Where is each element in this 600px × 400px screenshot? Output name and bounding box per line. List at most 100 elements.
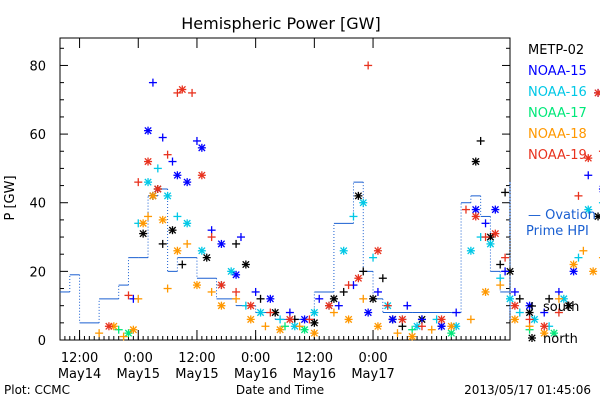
north-point	[486, 239, 495, 248]
plot-credit: Plot: CCMC	[4, 383, 70, 397]
south-key-label: south	[543, 300, 579, 315]
south-point	[510, 287, 519, 296]
north-point	[148, 191, 157, 200]
north-point	[447, 322, 456, 331]
south-point	[373, 287, 382, 296]
north-point	[153, 185, 162, 193]
north-point	[559, 294, 568, 303]
series-noaa-15	[129, 78, 600, 331]
x-tick-date: May16	[234, 367, 277, 382]
south-point	[540, 308, 549, 317]
south-point	[144, 212, 153, 221]
south-point	[349, 212, 358, 221]
north-point	[173, 171, 182, 180]
south-point	[114, 325, 123, 334]
north-point	[329, 294, 338, 303]
x-tick-label: 0:00	[124, 351, 153, 366]
south-point	[207, 233, 216, 242]
north-point	[437, 315, 446, 324]
north-point	[413, 322, 422, 331]
north-point	[589, 267, 598, 276]
y-tick-label: 80	[29, 59, 46, 74]
south-point	[163, 150, 172, 159]
south-point	[178, 260, 187, 269]
south-point	[515, 308, 524, 317]
north-point	[192, 281, 201, 290]
south-point	[496, 281, 505, 290]
north-point	[202, 253, 211, 262]
data-points	[95, 61, 600, 341]
chart-title: Hemispheric Power [GW]	[181, 14, 380, 33]
south-point	[158, 239, 167, 248]
south-point	[574, 191, 583, 200]
north-point	[310, 308, 319, 317]
north-point	[359, 198, 368, 207]
south-point	[256, 294, 265, 303]
north-point	[246, 315, 255, 324]
legend-item: NOAA-15	[528, 64, 587, 79]
north-point	[183, 178, 192, 187]
north-point	[471, 205, 480, 214]
south-point	[515, 294, 524, 303]
north-point	[285, 315, 294, 324]
marker-key: south north	[528, 300, 579, 347]
south-marker-key	[528, 302, 536, 310]
y-tick-label: 60	[29, 128, 46, 143]
north-point	[510, 301, 519, 310]
north-point	[144, 126, 153, 135]
south-point	[496, 274, 505, 283]
south-point	[315, 294, 324, 303]
north-point	[217, 239, 226, 248]
legend-item: NOAA-18	[528, 127, 587, 142]
north-point	[491, 205, 500, 214]
north-point	[569, 267, 578, 276]
south-point	[192, 136, 201, 145]
north-point	[256, 308, 265, 317]
north-point	[173, 246, 182, 255]
x-tick-date: May17	[351, 367, 394, 382]
x-tick-date: May15	[117, 367, 160, 382]
north-point	[354, 191, 363, 200]
south-point	[501, 188, 510, 197]
south-point	[481, 233, 490, 242]
south-point	[158, 133, 167, 142]
north-point	[300, 315, 309, 324]
series-noaa-17	[114, 322, 559, 338]
south-point	[163, 284, 172, 293]
x-tick-label: 0:00	[241, 351, 270, 366]
south-point	[403, 301, 412, 310]
south-point	[364, 61, 373, 70]
legend-item: METP-02	[528, 43, 584, 58]
north-point	[266, 294, 275, 303]
south-point	[207, 226, 216, 235]
south-point	[188, 88, 197, 97]
x-axis-title: Date and Time	[236, 383, 324, 397]
south-point	[383, 301, 392, 310]
plot-frame	[59, 37, 511, 341]
south-point	[281, 322, 289, 331]
north-point	[373, 322, 382, 331]
south-point	[251, 287, 260, 296]
south-point	[124, 291, 133, 300]
legend-item: NOAA-19	[528, 148, 587, 163]
north-point	[344, 315, 353, 324]
north-point	[550, 329, 559, 338]
south-point	[344, 281, 353, 290]
y-axis: 0 20 40 60 80	[29, 47, 510, 349]
x-axis: 12:00May140:00May1512:00May150:00May1612…	[58, 38, 511, 382]
north-point	[217, 301, 226, 310]
north-point	[158, 215, 167, 224]
south-point	[232, 239, 241, 248]
south-point	[525, 322, 534, 331]
south-point	[232, 294, 241, 303]
south-point	[466, 315, 475, 324]
south-point	[276, 315, 285, 324]
legend-item: NOAA-16	[528, 85, 587, 100]
south-point	[359, 294, 368, 303]
north-point	[139, 219, 148, 228]
north-point	[227, 267, 236, 276]
north-point	[408, 332, 417, 341]
north-point	[197, 246, 206, 255]
north-point	[139, 229, 148, 238]
south-point	[584, 171, 593, 180]
